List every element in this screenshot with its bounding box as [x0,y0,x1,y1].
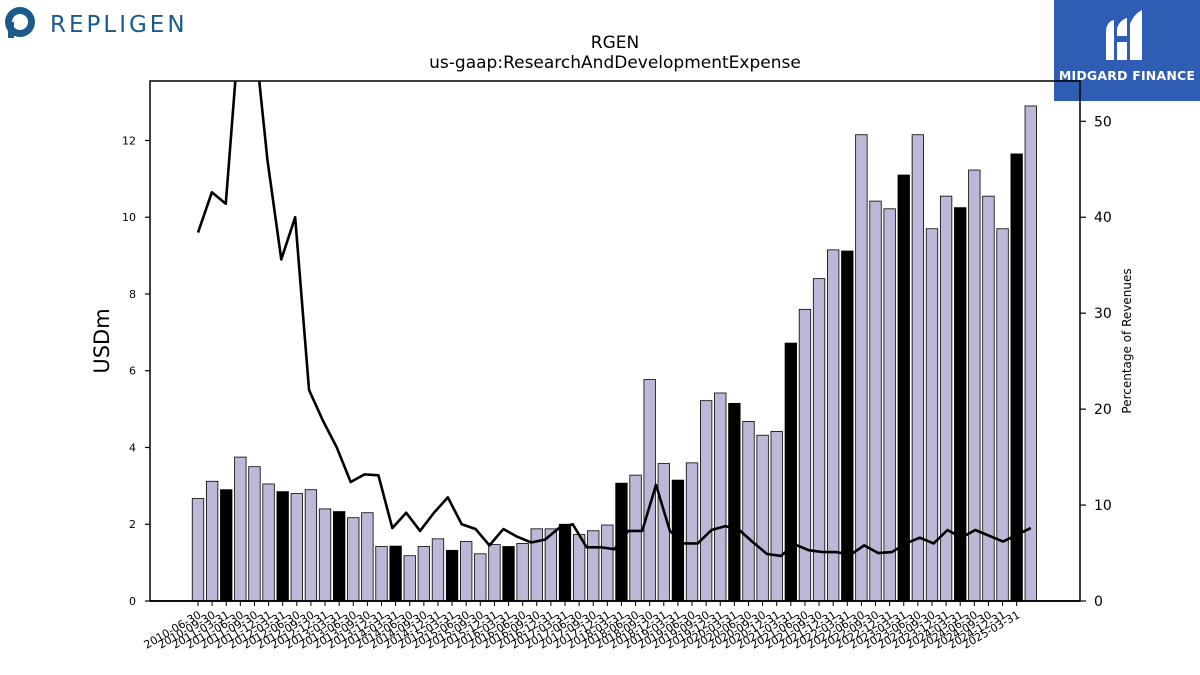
bar [502,546,515,602]
bar [403,555,416,602]
y-tick-label: 0 [129,595,136,608]
bar [629,474,642,602]
bar [191,498,205,602]
bar [205,480,219,602]
bar [911,134,925,602]
bar [488,544,501,602]
axes-layer: 024681012010203040502010-06-302010-09-30… [122,80,1112,652]
bar [318,508,332,602]
y2-axis-label: Percentage of Revenues [1120,268,1134,413]
repligen-logo: REPLIGEN [4,2,204,42]
bars-layer [191,105,1037,602]
y2-tick-label: 30 [1094,306,1112,322]
bar [714,392,727,602]
bar [601,524,614,602]
bar [445,549,459,602]
bar [996,228,1009,602]
bar [742,420,755,602]
bar [290,493,303,602]
bar [939,195,953,602]
midgard-logo-icon [1106,10,1142,60]
bar [431,538,445,602]
repligen-logo-icon: REPLIGEN [5,7,188,38]
bar [332,511,346,602]
y-axis-label: USDm [90,308,114,373]
bar [657,463,670,602]
bar [248,466,261,602]
bar [516,543,529,602]
bar [869,200,882,602]
bar [798,308,812,602]
y-tick-label: 12 [122,134,136,147]
bar [587,530,600,602]
bar [982,195,995,602]
repligen-logo-text: REPLIGEN [50,12,188,38]
y-tick-label: 2 [129,518,136,531]
bar [827,249,840,602]
bar [234,456,247,602]
bar [417,546,430,602]
bar [954,207,967,602]
bar [883,208,896,602]
y-tick-label: 6 [129,365,136,378]
bar [389,545,402,602]
y-tick-label: 10 [122,211,136,224]
bar [784,342,797,602]
bar [474,553,487,602]
percentage-line [196,81,1032,558]
bar [615,482,628,602]
bar [276,491,289,602]
bar [925,228,939,602]
y-tick-label: 4 [129,441,136,454]
bar [855,134,868,602]
bar [558,523,572,602]
chart-subtitle: us-gaap:ResearchAndDevelopmentExpense [429,53,801,73]
bar [1024,105,1037,602]
y-tick-label: 8 [129,288,136,301]
bar [262,483,275,602]
line-layer [196,81,1032,558]
midgard-logo-text: MIDGARD FINANCE [1058,68,1196,83]
bar [220,489,233,602]
bar [460,541,473,602]
bar [756,434,769,602]
bar [375,546,388,602]
bar [361,512,374,602]
bar [968,169,981,602]
y2-tick-label: 20 [1094,402,1112,418]
bar [841,250,854,602]
bar [347,517,360,602]
y2-tick-label: 50 [1094,114,1112,130]
y2-tick-label: 40 [1094,210,1112,226]
bar [728,402,741,602]
bar [699,400,713,602]
midgard-finance-logo: MIDGARD FINANCE [1054,0,1200,101]
bar [572,534,586,602]
chart-title: RGEN [591,33,639,53]
bar [304,489,318,602]
bar [897,174,910,602]
y2-tick-label: 10 [1094,498,1112,514]
bar [685,462,699,602]
y2-tick-label: 0 [1094,594,1103,610]
bar [770,430,783,602]
